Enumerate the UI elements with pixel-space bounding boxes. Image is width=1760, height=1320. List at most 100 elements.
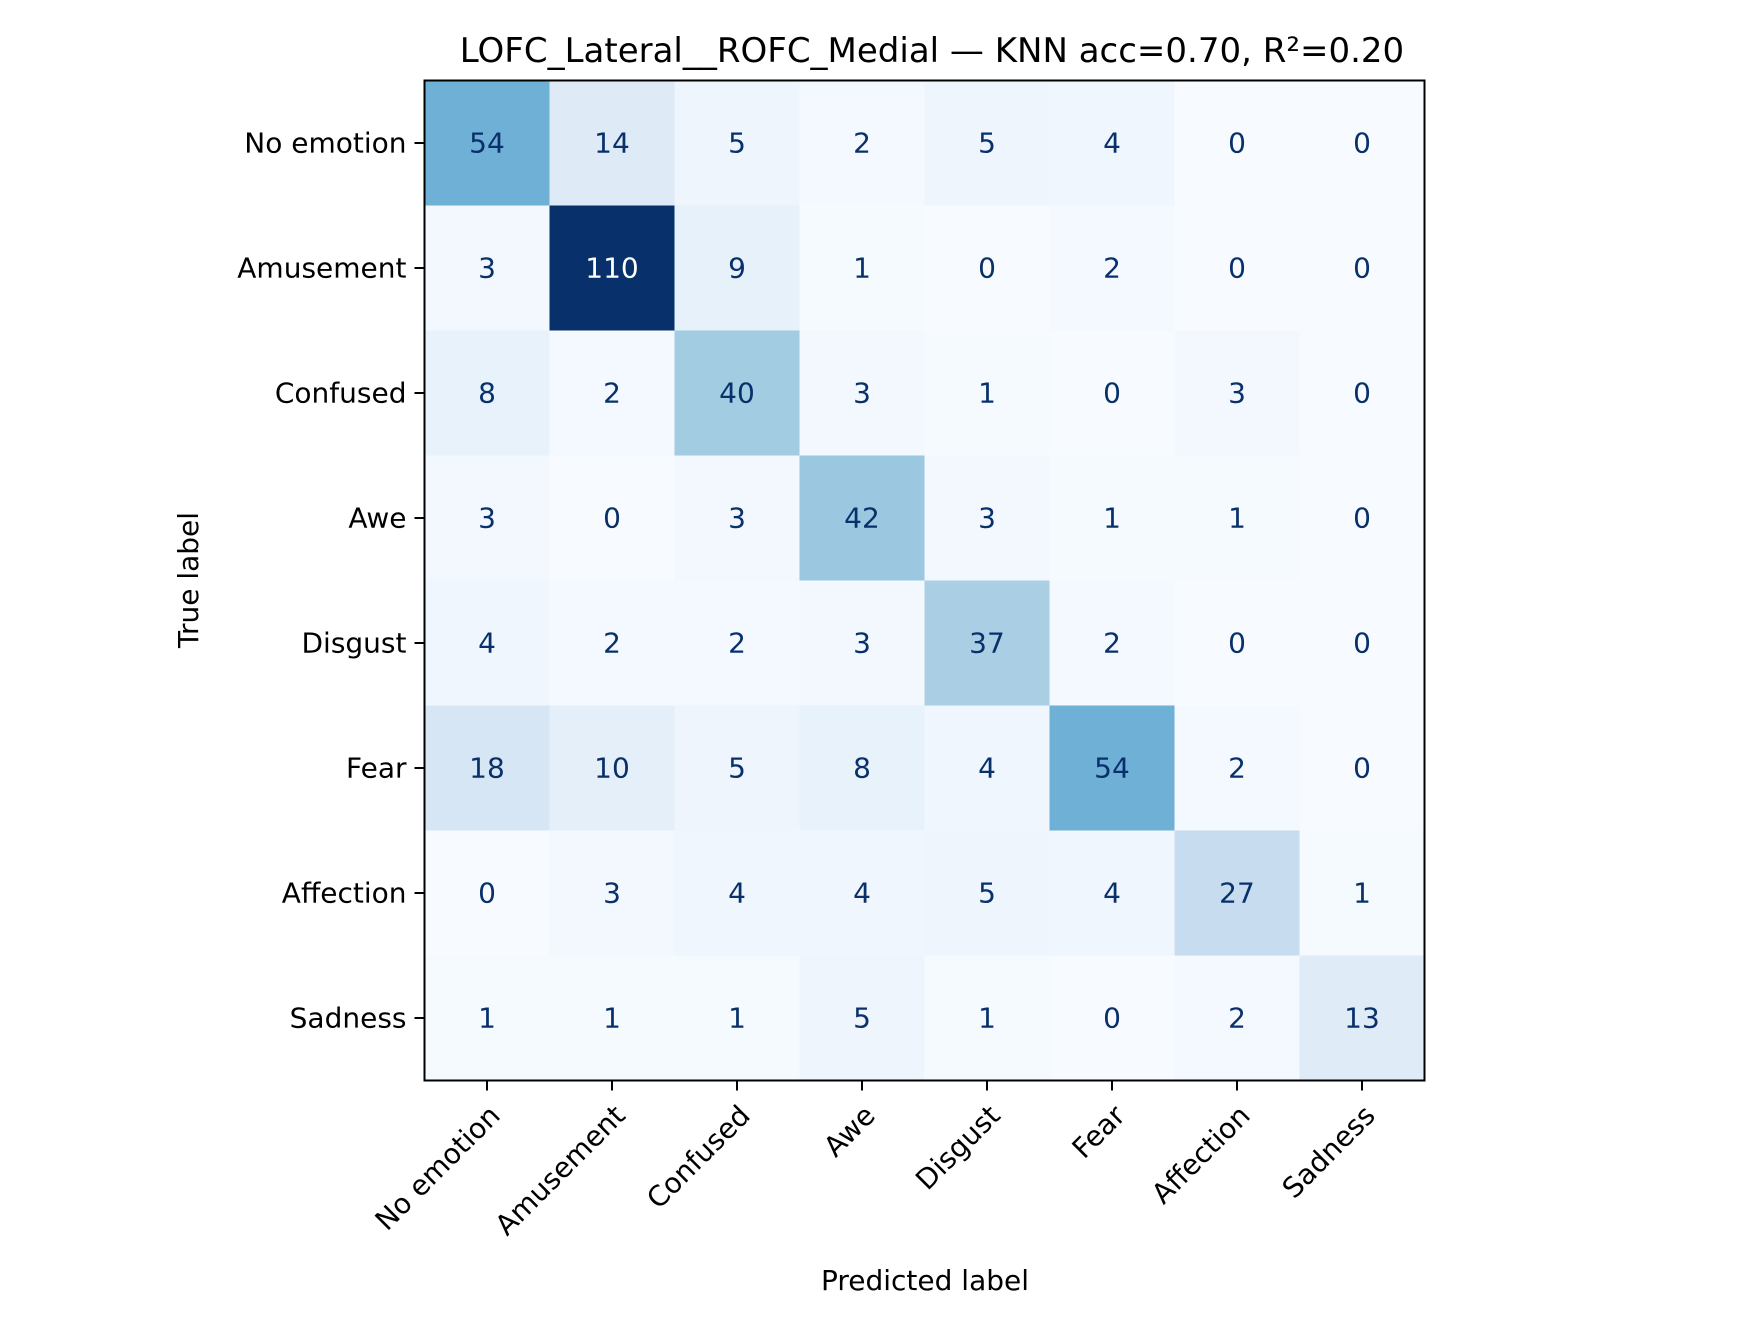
cell-value-label: 110	[585, 252, 638, 285]
heatmap-cell	[799, 955, 926, 1082]
cell-value-label: 3	[478, 502, 496, 535]
heatmap-cell	[1049, 455, 1176, 582]
cell-value-label: 0	[1353, 127, 1371, 160]
cell-value-label: 0	[1228, 252, 1246, 285]
x-tick-label: Confused	[640, 1099, 756, 1215]
cell-value-labels: 54 14 5 2 5 4 0 03 110 9 1 0 2 0 08 2 40 3 1 0 3 03 0 3 42 3 1 1 04 2…	[469, 127, 1380, 1035]
cell-value-label: 0	[1228, 127, 1246, 160]
cell-value-label: 1	[978, 377, 996, 410]
cell-value-label: 0	[1353, 752, 1371, 785]
cell-value-label: 54	[1094, 752, 1130, 785]
cell-value-label: 8	[853, 752, 871, 785]
heatmap-cell	[549, 330, 676, 457]
heatmap-cell	[424, 330, 551, 457]
heatmap-cell	[549, 955, 676, 1082]
heatmap-cell	[1049, 705, 1176, 832]
cell-value-label: 0	[1353, 502, 1371, 535]
cell-value-label: 0	[603, 502, 621, 535]
heatmap-cell	[424, 580, 551, 707]
plot-frame	[423, 79, 1426, 1082]
y-axis-ticks: No emotion Amusement Confused Awe Disgust Fea…	[237, 127, 425, 1035]
heatmap-cell	[674, 955, 801, 1082]
heatmap-cell	[424, 455, 551, 582]
y-tick-label: Sadness	[290, 1002, 407, 1035]
heatmap-cell	[799, 580, 926, 707]
cell-value-label: 8	[478, 377, 496, 410]
x-tick-label: Sadness	[1276, 1099, 1382, 1205]
cell-value-label: 2	[603, 377, 621, 410]
heatmap-cell	[1299, 830, 1426, 957]
cell-value-label: 2	[1228, 1002, 1246, 1035]
cell-value-label: 37	[969, 627, 1005, 660]
cell-value-label: 2	[728, 627, 746, 660]
heatmap-cell	[674, 705, 801, 832]
heatmap-cell	[1174, 580, 1301, 707]
cell-value-label: 0	[478, 877, 496, 910]
heatmap-cell	[799, 80, 926, 207]
cell-value-label: 1	[1228, 502, 1246, 535]
heatmap-cell	[424, 80, 551, 207]
cell-value-label: 3	[603, 877, 621, 910]
y-tick-label: Amusement	[237, 252, 406, 285]
heatmap-cell	[924, 80, 1051, 207]
heatmap-cell	[1049, 205, 1176, 332]
heatmap-cell	[1299, 955, 1426, 1082]
cell-value-label: 2	[853, 127, 871, 160]
heatmap-cell	[1299, 705, 1426, 832]
x-tick-label: Affection	[1145, 1099, 1257, 1211]
cell-value-label: 14	[594, 127, 630, 160]
cell-value-label: 4	[853, 877, 871, 910]
cell-value-label: 4	[1103, 877, 1121, 910]
heatmap-cell	[799, 455, 926, 582]
heatmap-cell	[1299, 330, 1426, 457]
cell-value-label: 1	[853, 252, 871, 285]
x-axis-label: Predicted label	[821, 1264, 1029, 1297]
heatmap-cell	[1174, 830, 1301, 957]
cell-value-label: 9	[728, 252, 746, 285]
heatmap-cell	[674, 205, 801, 332]
heatmap-cell	[799, 330, 926, 457]
heatmap-cell	[1174, 330, 1301, 457]
cell-value-label: 10	[594, 752, 630, 785]
heatmap-cell	[1174, 80, 1301, 207]
cell-value-label: 2	[1228, 752, 1246, 785]
cell-value-label: 0	[1353, 377, 1371, 410]
cell-value-label: 13	[1344, 1002, 1380, 1035]
x-tick-label: No emotion	[369, 1099, 507, 1237]
cell-value-label: 4	[978, 752, 996, 785]
cell-value-label: 5	[728, 127, 746, 160]
heatmap-cell	[1049, 955, 1176, 1082]
heatmap-cell	[674, 580, 801, 707]
cell-value-label: 1	[1353, 877, 1371, 910]
heatmap-cell	[549, 830, 676, 957]
heatmap-cell	[549, 580, 676, 707]
heatmap-cell	[924, 955, 1051, 1082]
heatmap-cell	[1174, 705, 1301, 832]
heatmap-cell	[924, 205, 1051, 332]
heatmap-cell	[424, 955, 551, 1082]
cell-value-label: 3	[728, 502, 746, 535]
heatmap-cell	[1299, 205, 1426, 332]
heatmap-cell	[924, 830, 1051, 957]
heatmap-cell	[1174, 205, 1301, 332]
heatmap-cell	[924, 455, 1051, 582]
heatmap-cell	[1049, 580, 1176, 707]
heatmap-cell	[674, 455, 801, 582]
heatmap-cell	[549, 80, 676, 207]
heatmap-cell	[799, 705, 926, 832]
cell-value-label: 2	[1103, 627, 1121, 660]
heatmap-cell	[549, 205, 676, 332]
cell-value-label: 5	[853, 1002, 871, 1035]
heatmap-cell	[799, 830, 926, 957]
y-tick-label: Fear	[346, 752, 407, 785]
cell-value-label: 0	[1353, 252, 1371, 285]
cell-value-label: 40	[719, 377, 755, 410]
y-tick-label: Disgust	[301, 627, 406, 660]
x-tick-label: Fear	[1066, 1098, 1132, 1164]
heatmap-cell	[1174, 455, 1301, 582]
cell-value-label: 1	[1103, 502, 1121, 535]
cell-value-label: 3	[478, 252, 496, 285]
cell-value-label: 2	[603, 627, 621, 660]
cell-value-label: 54	[469, 127, 505, 160]
